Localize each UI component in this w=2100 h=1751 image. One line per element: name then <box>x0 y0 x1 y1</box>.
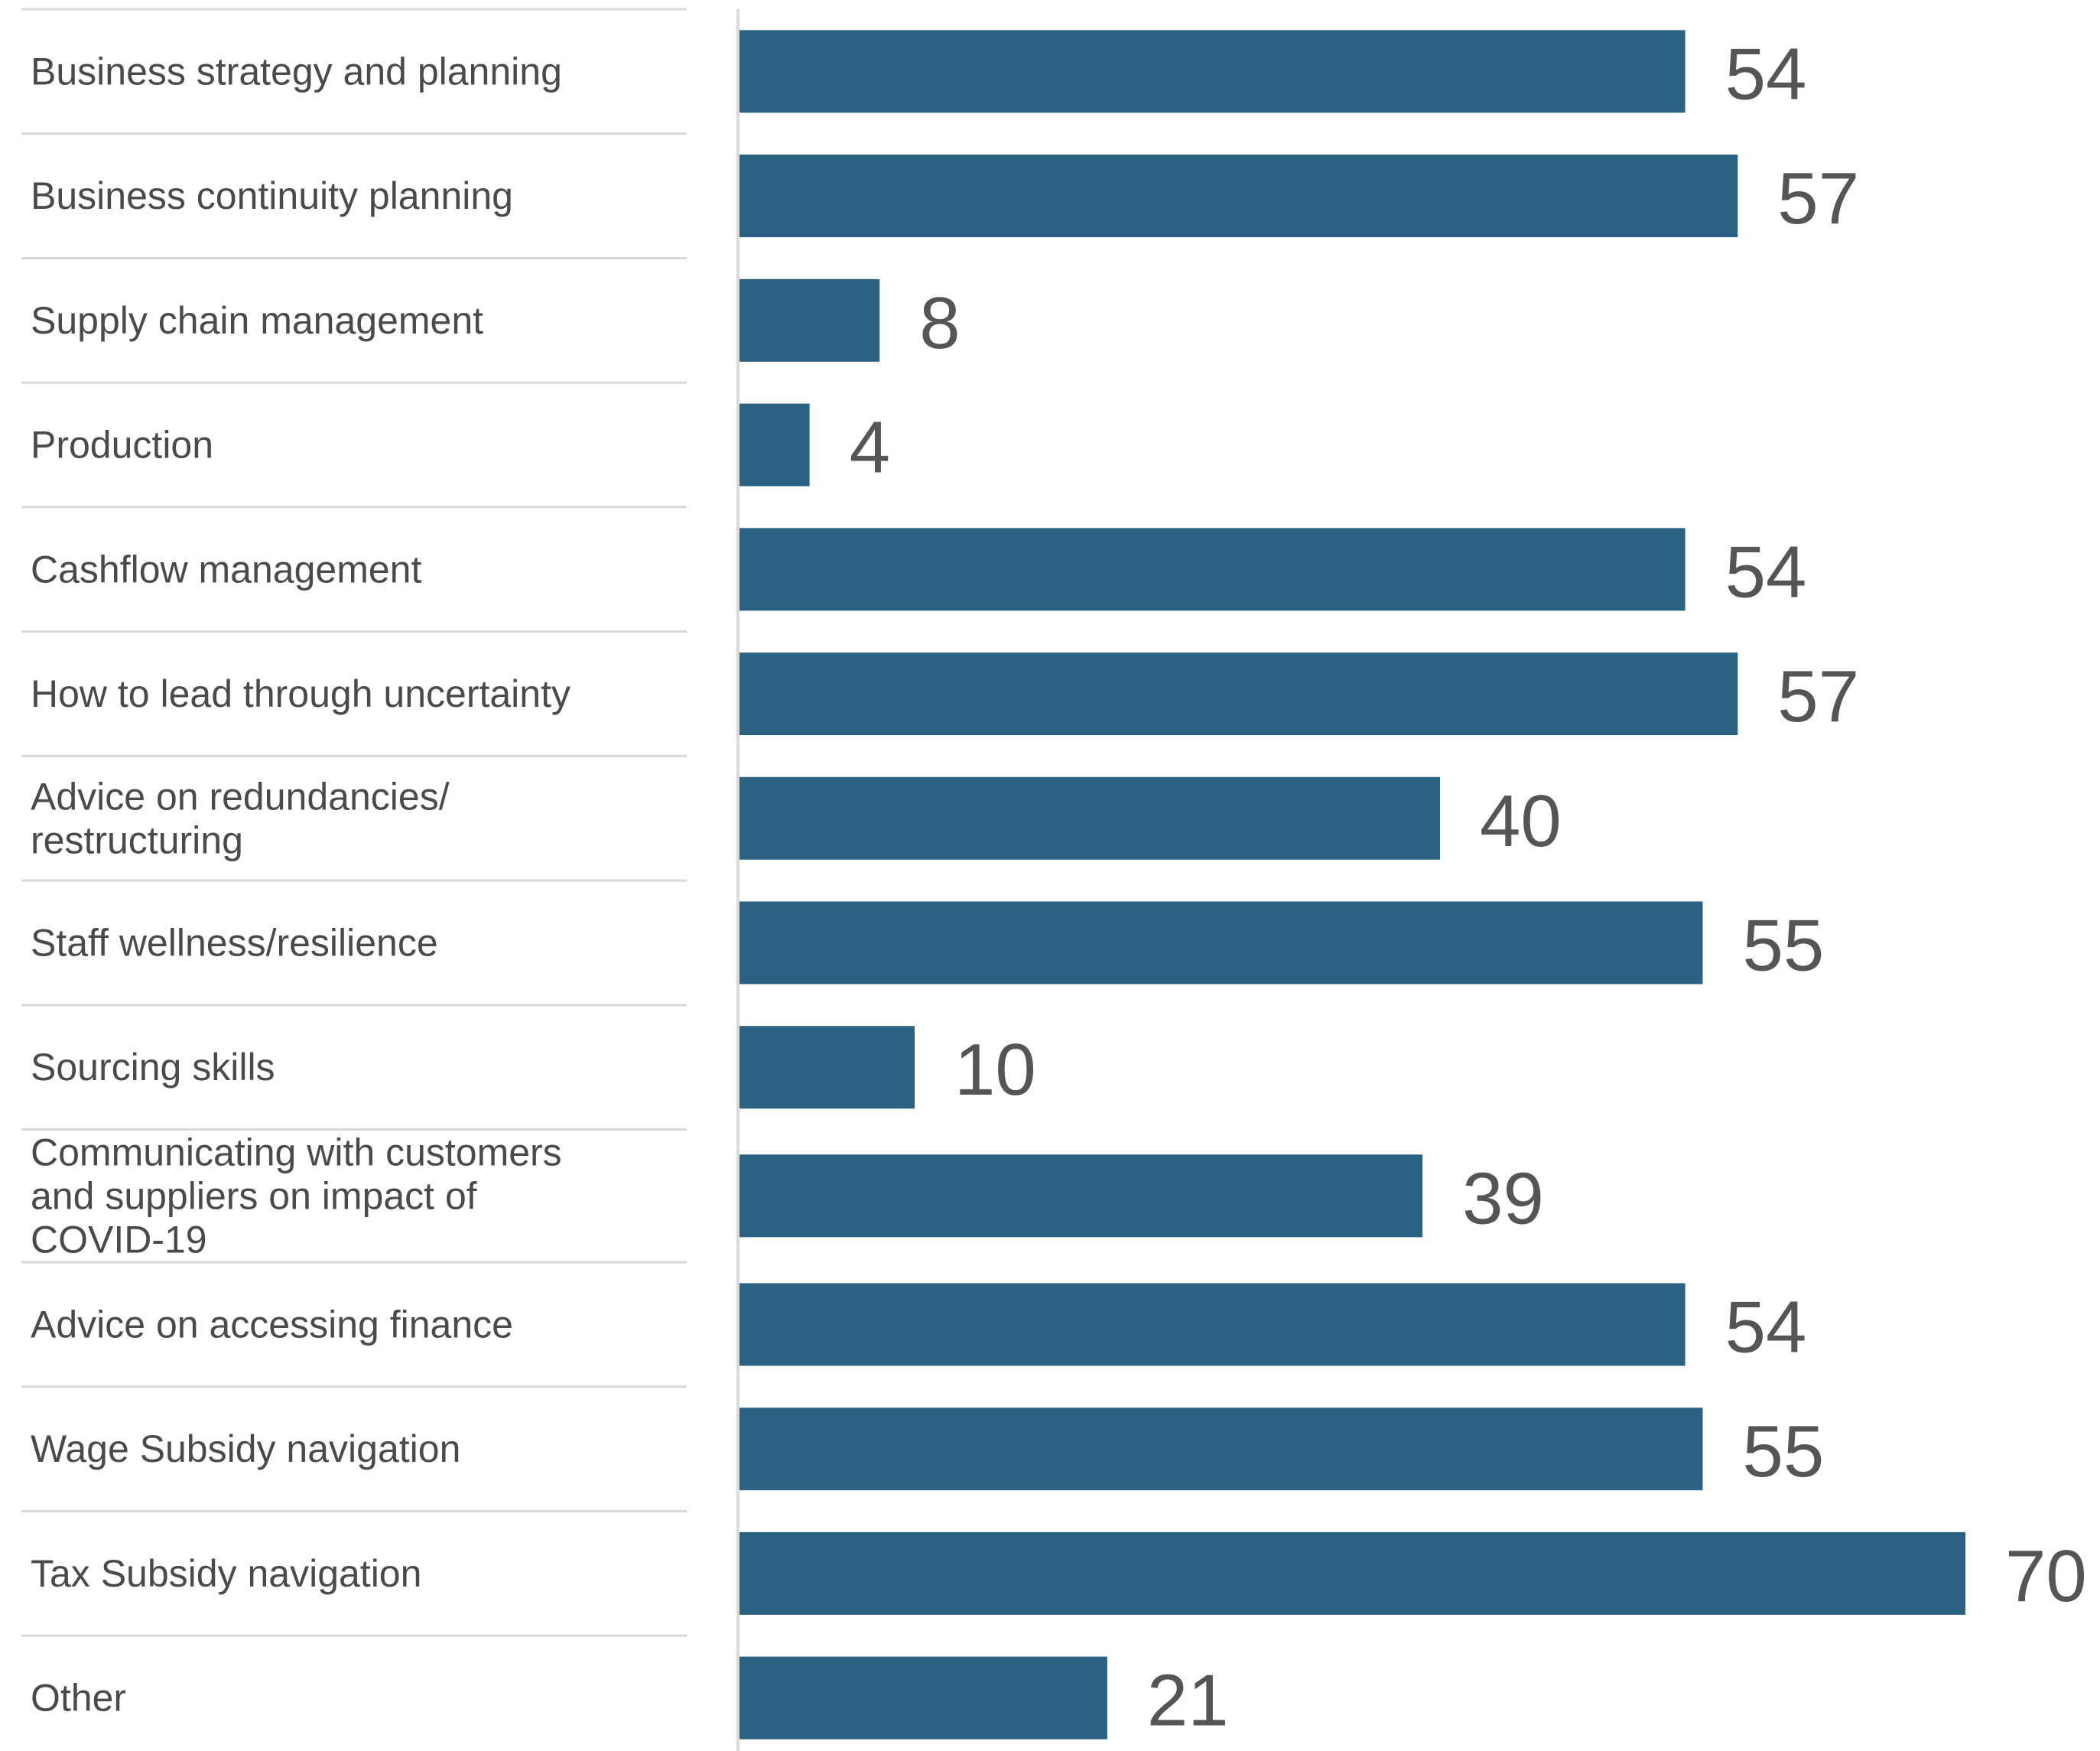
value-label: 57 <box>1777 656 1859 737</box>
value-label: 55 <box>1743 1411 1825 1492</box>
category-label: How to lead through uncertainty <box>31 672 571 715</box>
category-label: Business strategy and planning <box>31 50 562 93</box>
bar <box>740 1531 1965 1615</box>
bar <box>740 901 1703 985</box>
bar <box>740 155 1738 238</box>
category-label-line: Sourcing skills <box>31 1046 275 1089</box>
bar <box>740 30 1686 113</box>
category-label-line: Advice on redundancies/ <box>31 775 450 818</box>
value-label: 57 <box>1777 158 1859 239</box>
category-label: Wage Subsidy navigation <box>31 1427 460 1470</box>
category-label: Staff wellness/resilience <box>31 921 438 964</box>
category-label-line: Supply chain management <box>31 299 483 342</box>
category-label: Production <box>31 424 213 467</box>
category-label-line: Business continuity planning <box>31 174 513 217</box>
value-label: 54 <box>1725 33 1807 115</box>
value-label: 4 <box>850 407 890 489</box>
bar <box>740 1656 1107 1740</box>
category-label-line: Business strategy and planning <box>31 50 562 93</box>
category-label-line: and suppliers on impact of <box>31 1174 477 1217</box>
bar <box>740 1408 1703 1491</box>
value-labels: 54 57 84 54 57 40 55 10 39 54 55 70 21 <box>850 33 2087 1741</box>
category-label-line: restructuring <box>31 819 243 861</box>
value-label: 55 <box>1743 904 1825 986</box>
value-label: 39 <box>1462 1157 1544 1239</box>
category-label-line: Tax Subsidy navigation <box>31 1552 421 1595</box>
category-label-line: COVID-19 <box>31 1218 207 1261</box>
row-dividers <box>21 8 687 1637</box>
category-label-line: Staff wellness/resilience <box>31 921 438 964</box>
category-label-line: Wage Subsidy navigation <box>31 1427 460 1470</box>
value-label: 8 <box>919 282 960 364</box>
bar <box>740 1154 1423 1238</box>
category-label: Other <box>31 1677 126 1720</box>
category-label: Cashflow management <box>31 548 421 591</box>
bars <box>740 30 1965 1740</box>
category-label: Tax Subsidy navigation <box>31 1552 421 1595</box>
bar <box>740 653 1738 736</box>
category-label-line: Cashflow management <box>31 548 421 591</box>
bar <box>740 1283 1686 1366</box>
category-label: Sourcing skills <box>31 1046 275 1089</box>
category-label: Communicating with customers and supplier… <box>31 1131 562 1261</box>
category-label-line: Communicating with customers <box>31 1131 562 1173</box>
bar <box>740 1026 915 1109</box>
category-label-line: Other <box>31 1677 126 1720</box>
bar <box>740 278 880 362</box>
category-label-line: How to lead through uncertainty <box>31 672 571 715</box>
category-label: Supply chain management <box>31 299 483 342</box>
bar <box>740 776 1440 860</box>
value-label: 10 <box>954 1029 1036 1111</box>
category-label-line: Production <box>31 424 213 467</box>
value-label: 40 <box>1480 780 1562 862</box>
category-label: Advice on accessing finance <box>31 1303 513 1346</box>
value-label: 54 <box>1725 531 1807 613</box>
category-label: Advice on redundancies/restructuring <box>31 775 450 861</box>
category-label: Business continuity planning <box>31 174 513 217</box>
bar <box>740 528 1686 611</box>
category-label-line: Advice on accessing finance <box>31 1303 513 1346</box>
value-label: 21 <box>1147 1660 1229 1742</box>
category-labels: Business strategy and planning Business c… <box>31 50 571 1719</box>
value-label: 70 <box>2005 1535 2087 1617</box>
value-label: 54 <box>1725 1286 1807 1368</box>
bar <box>740 403 810 487</box>
